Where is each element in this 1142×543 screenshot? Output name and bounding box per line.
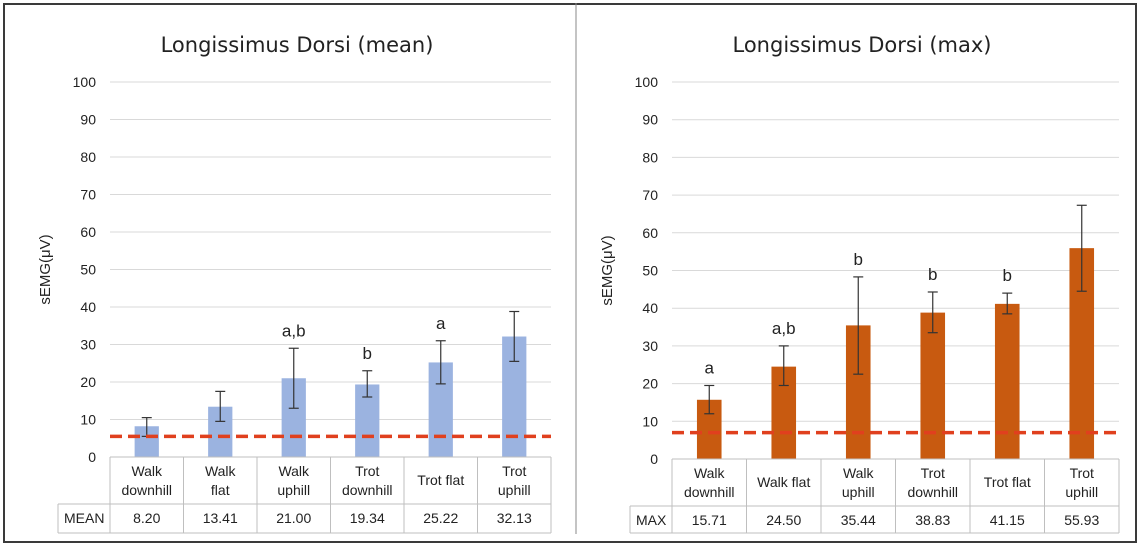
x-category-label: Trot xyxy=(921,465,945,481)
table-cell: 15.71 xyxy=(692,512,727,528)
significance-label: a xyxy=(705,358,715,377)
x-category-label: Walk xyxy=(131,463,163,479)
table-cell: 35.44 xyxy=(841,512,876,528)
y-tick-label: 30 xyxy=(642,338,658,354)
table-cell: 55.93 xyxy=(1064,512,1099,528)
x-category-label: flat xyxy=(211,482,230,498)
y-tick-label: 20 xyxy=(80,374,96,390)
bar xyxy=(994,303,1020,459)
x-category-label: downhill xyxy=(342,482,393,498)
table-cell: 13.41 xyxy=(203,510,238,526)
y-tick-label: 10 xyxy=(642,413,658,429)
x-category-label: Walk xyxy=(694,465,726,481)
y-tick-label: 50 xyxy=(642,263,658,279)
x-category-label: Walk xyxy=(278,463,310,479)
table-row-label: MAX xyxy=(636,512,667,528)
significance-label: a,b xyxy=(772,319,796,338)
y-tick-label: 100 xyxy=(73,74,97,90)
significance-label: b xyxy=(1003,266,1012,285)
y-tick-label: 30 xyxy=(80,337,96,353)
y-tick-label: 0 xyxy=(650,451,658,467)
y-tick-label: 40 xyxy=(80,299,96,315)
significance-label: a xyxy=(436,314,446,333)
chart-title: Longissimus Dorsi (mean) xyxy=(161,33,434,57)
y-tick-label: 50 xyxy=(80,262,96,278)
y-tick-label: 60 xyxy=(80,224,96,240)
x-category-label: downhill xyxy=(907,484,958,500)
y-tick-label: 80 xyxy=(642,149,658,165)
table-cell: 24.50 xyxy=(766,512,801,528)
table-cell: 8.20 xyxy=(133,510,160,526)
x-category-label: Trot xyxy=(1070,465,1094,481)
y-tick-label: 0 xyxy=(88,449,96,465)
x-category-label: downhill xyxy=(121,482,172,498)
y-tick-label: 90 xyxy=(80,112,96,128)
x-category-label: Trot flat xyxy=(984,474,1031,490)
y-tick-label: 90 xyxy=(642,112,658,128)
y-axis-label: sEMG(μV) xyxy=(37,234,54,304)
y-tick-label: 70 xyxy=(80,187,96,203)
table-row-label: MEAN xyxy=(64,510,104,526)
x-category-label: Trot flat xyxy=(417,472,464,488)
x-category-label: Walk xyxy=(843,465,875,481)
significance-label: b xyxy=(928,265,937,284)
x-category-label: Trot xyxy=(355,463,379,479)
x-category-label: uphill xyxy=(1065,484,1098,500)
x-category-label: downhill xyxy=(684,484,735,500)
y-tick-label: 40 xyxy=(642,300,658,316)
x-category-label: Walk flat xyxy=(757,474,810,490)
x-category-label: uphill xyxy=(277,482,310,498)
significance-label: b xyxy=(854,250,863,269)
y-tick-label: 70 xyxy=(642,187,658,203)
table-cell: 25.22 xyxy=(423,510,458,526)
y-tick-label: 80 xyxy=(80,149,96,165)
bar xyxy=(920,312,946,459)
x-category-label: Walk xyxy=(205,463,237,479)
table-cell: 19.34 xyxy=(350,510,385,526)
table-cell: 32.13 xyxy=(497,510,532,526)
x-category-label: uphill xyxy=(842,484,875,500)
y-axis-label: sEMG(μV) xyxy=(599,235,616,305)
y-tick-label: 10 xyxy=(80,412,96,428)
table-cell: 38.83 xyxy=(915,512,950,528)
y-tick-label: 60 xyxy=(642,225,658,241)
chart-title: Longissimus Dorsi (max) xyxy=(733,33,992,57)
y-tick-label: 20 xyxy=(642,376,658,392)
table-cell: 21.00 xyxy=(276,510,311,526)
table-cell: 41.15 xyxy=(990,512,1025,528)
x-category-label: uphill xyxy=(498,482,531,498)
significance-label: b xyxy=(363,344,372,363)
x-category-label: Trot xyxy=(502,463,526,479)
y-tick-label: 100 xyxy=(635,74,659,90)
significance-label: a,b xyxy=(282,321,306,340)
